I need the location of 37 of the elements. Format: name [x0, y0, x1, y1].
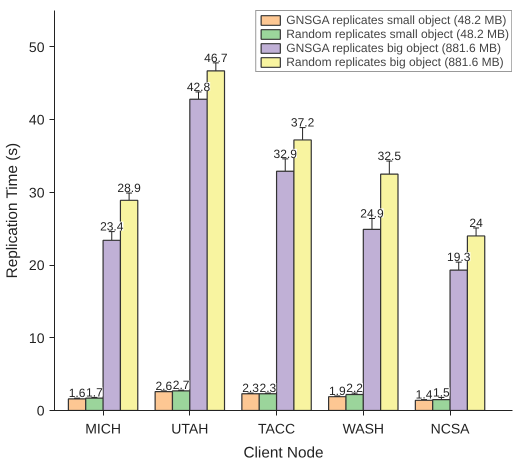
data-label: 2.7: [172, 378, 190, 392]
data-label: 2.6: [155, 378, 172, 393]
legend-label: GNSGA replicates small object (48.2 MB): [286, 13, 506, 27]
y-tick-label: 20: [28, 257, 45, 274]
legend-label: GNSGA replicates big object (881.6 MB): [286, 41, 501, 55]
data-label: 2.3: [242, 381, 260, 396]
data-label: 1.4: [416, 388, 433, 402]
data-label: 24: [469, 216, 484, 230]
data-label: 37.2: [290, 116, 315, 130]
legend-label: Random replicates big object (881.6 MB): [286, 55, 504, 69]
y-tick-label: 30: [28, 184, 45, 200]
y-tick-label: 10: [28, 330, 45, 346]
data-label: 32.9: [274, 146, 298, 161]
data-label: 1.9: [328, 384, 346, 398]
data-label: 32.5: [378, 149, 402, 164]
y-tick-label: 40: [28, 112, 45, 128]
y-tick-label: 0: [36, 402, 45, 418]
data-label: 19.3: [447, 250, 471, 264]
data-label: 23.4: [100, 220, 124, 234]
data-label: 28.9: [117, 181, 142, 196]
x-tick-label: NCSA: [430, 420, 470, 436]
y-tick-label: 50: [28, 38, 45, 55]
x-axis-title: Client Node: [243, 444, 324, 462]
data-label: 1.7: [86, 385, 104, 400]
data-label: 46.7: [204, 50, 228, 65]
legend-label: Random replicates small object (48.2 MB): [286, 27, 509, 41]
data-label: 2.2: [346, 381, 364, 396]
data-label: 1.5: [433, 385, 450, 400]
data-label: 1.6: [68, 386, 86, 400]
x-tick-label: UTAH: [171, 420, 208, 436]
data-label: 2.3: [260, 381, 277, 396]
x-tick-label: MICH: [85, 420, 121, 436]
data-label: 24.9: [360, 206, 384, 220]
y-axis-title: Replication Time (s): [4, 142, 21, 278]
x-tick-label: TACC: [258, 420, 296, 436]
x-tick-label: WASH: [342, 420, 384, 436]
data-label: 42.8: [186, 80, 210, 94]
